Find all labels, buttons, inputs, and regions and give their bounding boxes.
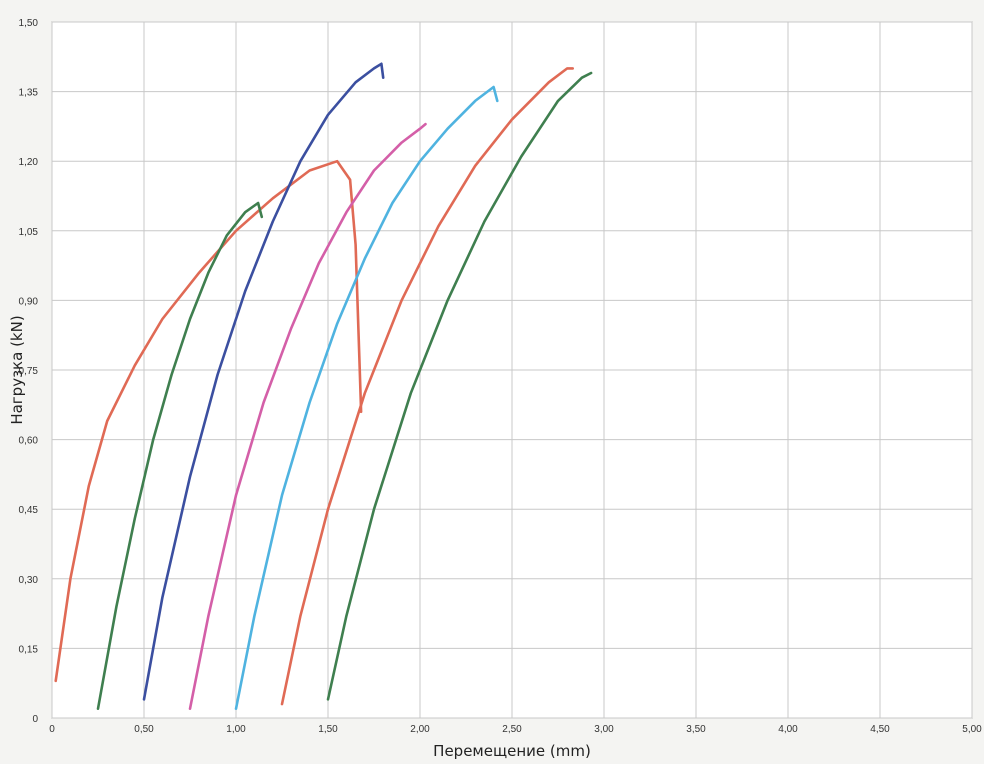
y-tick-label: 1,20: [19, 157, 39, 168]
y-axis-label: Нагрузка (kN): [8, 315, 26, 424]
y-tick-label: 0,60: [19, 436, 39, 447]
y-tick-label: 0,90: [19, 296, 39, 307]
x-tick-label: 4,00: [778, 724, 798, 735]
grid-lines: [51, 21, 973, 719]
x-tick-label: 4,50: [870, 724, 890, 735]
x-tick-label: 3,50: [686, 724, 706, 735]
y-tick-label: 0,75: [19, 366, 39, 377]
series-layer: [54, 62, 593, 711]
x-tick-label: 5,00: [962, 724, 982, 735]
x-tick-label: 3,00: [594, 724, 614, 735]
series-line-1: [54, 159, 363, 683]
series-line-3: [142, 62, 385, 701]
series-line-4: [188, 122, 427, 711]
y-axis-ticks: 0 0,15 0,30 0,45 0,60 0,75 0,90 1,05 1,20 1,35 1,5…: [19, 18, 39, 725]
series-line-5: [234, 85, 499, 711]
x-tick-label: 1,00: [226, 724, 246, 735]
y-tick-label: 0,15: [19, 644, 39, 655]
x-tick-label: 0,50: [134, 724, 154, 735]
x-axis-label: Перемещение (mm): [433, 742, 591, 760]
series-line-2: [96, 201, 264, 711]
y-tick-label: 0,30: [19, 575, 39, 586]
series-line-6: [280, 67, 575, 706]
x-tick-label: 2,50: [502, 724, 522, 735]
x-tick-label: 0: [49, 724, 55, 735]
y-tick-label: 1,05: [19, 227, 39, 238]
x-tick-label: 1,50: [318, 724, 338, 735]
y-tick-label: 0: [32, 714, 38, 725]
series-line-7: [326, 71, 593, 701]
x-axis-ticks: 0 0,50 1,00 1,50 2,00 2,50 3,00 3,50 4,00 4,50 5,0…: [49, 724, 982, 735]
y-tick-label: 1,50: [19, 18, 39, 29]
x-tick-label: 2,00: [410, 724, 430, 735]
y-tick-label: 0,45: [19, 505, 39, 516]
y-tick-label: 1,35: [19, 88, 39, 99]
